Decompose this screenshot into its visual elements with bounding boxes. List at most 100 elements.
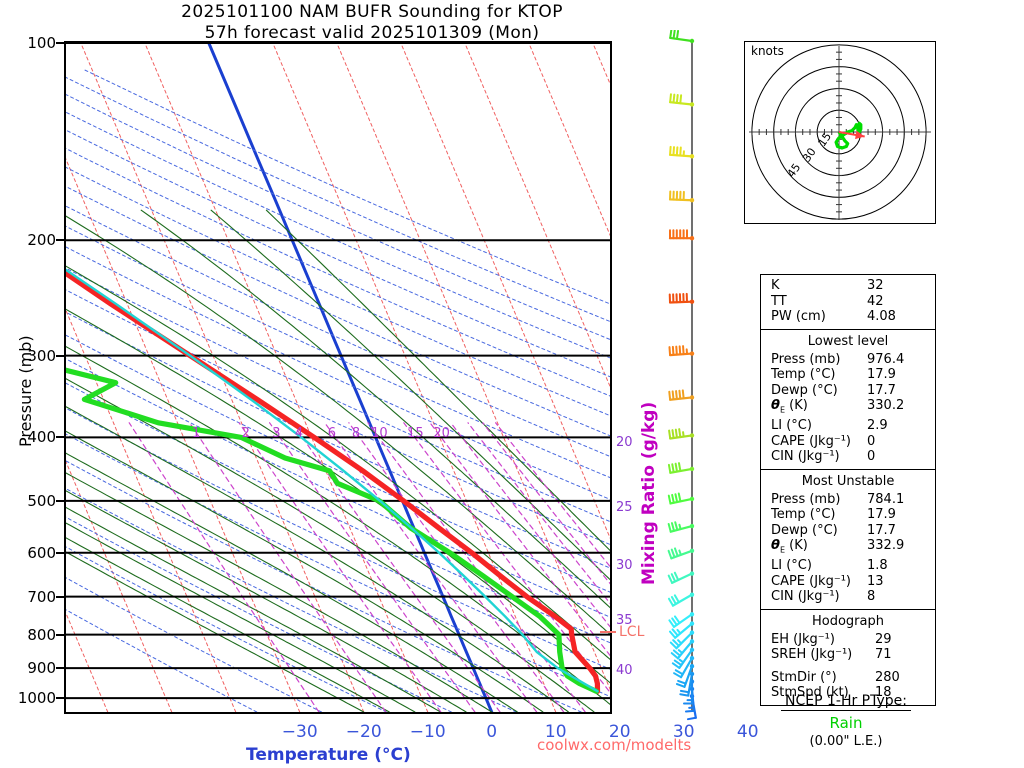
skewt-diagram[interactable] (64, 41, 612, 714)
stat-row: CIN (Jkg⁻¹) 8 (761, 589, 935, 605)
hodograph-stats-title: Hodograph (812, 613, 884, 629)
stat-value: 4.08 (867, 309, 896, 324)
pressure-tick-900: 900 (27, 659, 56, 678)
stats-indices-section: K 32 TT 42 PW (cm) 4.08 (761, 275, 935, 330)
hodograph-stats-rows: EH (Jkg⁻¹) 29 SREH (Jkg⁻¹) 71 StmDir (°) 280 S… (761, 632, 935, 701)
stat-row: Temp (°C) 17.9 (761, 367, 935, 383)
watermark: coolwx.com/modelts (537, 736, 692, 754)
page-title: 2025101100 NAM BUFR Sounding for KTOP 57… (0, 2, 744, 44)
mixing-ratio-label-6: 6 (327, 425, 336, 441)
stat-row: Dewp (°C) 17.7 (761, 383, 935, 399)
lcl-label: LCL (619, 624, 645, 640)
stat-key: EH (Jkg⁻¹) (771, 631, 835, 647)
stat-key: Dewp (°C) (771, 522, 838, 538)
mixing-ratio-label-15: 15 (407, 425, 424, 441)
stat-value: 0 (867, 433, 876, 449)
title-line-2: 57h forecast valid 2025101309 (Mon) (204, 23, 540, 43)
pressure-tick-mark-100 (56, 42, 64, 44)
stat-row: Press (mb) 784.1 (761, 492, 935, 508)
stat-row: CIN (Jkg⁻¹) 0 (761, 449, 935, 465)
skewt-canvas (66, 43, 610, 712)
stat-key: StmSpd (kt) (771, 685, 849, 701)
stat-key: θE (K) (771, 398, 808, 415)
mixing-ratio-right-40: 40 (616, 663, 633, 678)
stat-row: Press (mb) 976.4 (761, 352, 935, 368)
lowest-level-title: Lowest level (807, 333, 889, 349)
stat-key: Dewp (°C) (771, 382, 838, 398)
stat-key: CIN (Jkg⁻¹) (771, 589, 840, 605)
pressure-tick-mark-700 (56, 595, 64, 598)
stat-key (771, 663, 875, 670)
pressure-tick-600: 600 (27, 543, 56, 562)
stat-value: 13 (867, 573, 884, 589)
stat-value: 330.2 (867, 398, 905, 413)
pressure-tick-500: 500 (27, 491, 56, 510)
stat-key: Temp (°C) (771, 507, 836, 523)
stat-value: 18 (875, 685, 892, 701)
stat-row: CAPE (Jkg⁻¹) 0 (761, 434, 935, 450)
stat-value: 784.1 (867, 491, 905, 507)
stat-key: StmDir (°) (771, 669, 837, 685)
pressure-tick-mark-300 (56, 354, 64, 357)
stat-row: PW (cm) 4.08 (761, 309, 935, 325)
mixing-ratio-label-1: 1 (191, 425, 201, 441)
stat-key: CAPE (Jkg⁻¹) (771, 573, 851, 589)
stat-key: Press (mb) (771, 351, 841, 367)
pressure-axis-title: Pressure (mb) (16, 335, 35, 447)
stat-row: CAPE (Jkg⁻¹) 13 (761, 574, 935, 590)
temperature-tick--30: −30 (281, 722, 318, 742)
stats-hodograph-section: Hodograph EH (Jkg⁻¹) 29 SREH (Jkg⁻¹) 71 StmD… (761, 610, 935, 705)
stat-row (761, 663, 935, 670)
pressure-tick-mark-900 (56, 667, 64, 670)
stat-value: 17.7 (867, 522, 896, 538)
temperature-tick-30: 30 (672, 722, 695, 742)
stat-row: Dewp (°C) 17.7 (761, 523, 935, 539)
temperature-tick--20: −20 (345, 722, 382, 742)
stat-key: SREH (Jkg⁻¹) (771, 647, 853, 663)
temperature-axis-title: Temperature (°C) (246, 745, 411, 765)
stat-key: CIN (Jkg⁻¹) (771, 449, 840, 465)
pressure-tick-mark-500 (56, 499, 64, 502)
stat-row: TT 42 (761, 294, 935, 310)
stat-row: θE (K) 332.9 (761, 538, 935, 558)
pressure-tick-mark-800 (56, 633, 64, 636)
stat-value: 332.9 (867, 538, 905, 554)
stat-value: 29 (875, 631, 892, 647)
lcl-tick-icon (600, 631, 616, 633)
stat-value: 2.9 (867, 418, 888, 434)
stat-row: K 32 (761, 278, 935, 294)
stat-value: 17.9 (867, 367, 896, 382)
mixing-ratio-label-10: 10 (371, 425, 388, 441)
pressure-tick-700: 700 (27, 587, 56, 606)
temperature-tick-40: 40 (736, 722, 759, 742)
temperature-tick-20: 20 (608, 722, 631, 742)
pressure-tick-200: 200 (27, 231, 56, 250)
indices-rows: K 32 TT 42 PW (cm) 4.08 (761, 278, 935, 325)
mixing-ratio-label-4: 4 (294, 425, 304, 441)
stat-value: 32 (867, 278, 884, 293)
stats-most-unstable-section: Most Unstable Press (mb) 784.1 Temp (°C) 17… (761, 470, 935, 610)
stat-value: 17.7 (867, 382, 896, 398)
pressure-tick-mark-400 (56, 436, 64, 439)
stat-key: θE (K) (771, 538, 808, 555)
stat-key: TT (771, 293, 787, 309)
stat-row: StmSpd (kt) 18 (761, 685, 935, 701)
stat-key: Temp (°C) (771, 367, 836, 382)
pressure-tick-800: 800 (27, 625, 56, 644)
mixing-ratio-right-30: 30 (616, 558, 633, 573)
hodograph[interactable]: knots 15 30 45 (744, 41, 936, 224)
mixing-ratio-right-20: 20 (616, 435, 633, 450)
pressure-tick-mark-200 (56, 239, 64, 242)
svg-text:30: 30 (800, 146, 819, 165)
ptype-title: NCEP 1-Hr PType: (781, 693, 911, 711)
stat-key: LI (°C) (771, 418, 812, 434)
wind-barb-column (667, 30, 697, 721)
lcl-marker (600, 624, 618, 643)
stat-row: θE (K) 330.2 (761, 398, 935, 418)
mixing-ratio-label-2: 2 (241, 425, 250, 441)
stat-key: PW (cm) (771, 309, 826, 324)
most-unstable-rows: Press (mb) 784.1 Temp (°C) 17.9 Dewp (°C) 17.… (761, 492, 935, 605)
stat-value: 0 (867, 449, 876, 465)
stat-value: 71 (875, 647, 892, 663)
temperature-tick--10: −10 (409, 722, 446, 742)
